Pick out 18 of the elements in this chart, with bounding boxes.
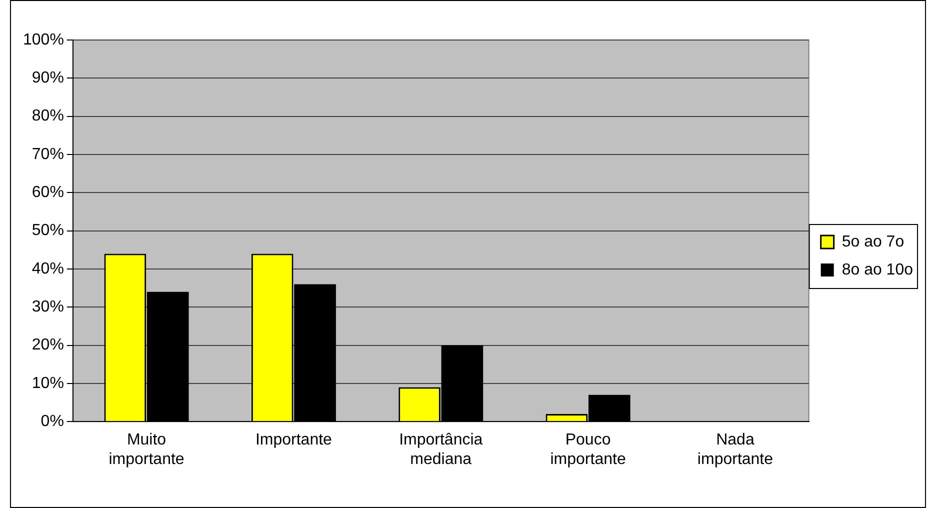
- y-tick-label: 90%: [32, 70, 64, 87]
- y-tick-label: 10%: [32, 374, 64, 392]
- y-tick-label: 30%: [32, 298, 64, 316]
- y-tick-label: 70%: [32, 146, 64, 163]
- legend-label: 8o ao 10o: [842, 261, 914, 278]
- y-tick-label: 50%: [32, 222, 64, 240]
- y-tick-label: 0%: [40, 413, 64, 430]
- x-tick-label: Nada importante: [697, 432, 774, 468]
- x-tick-label: Importante: [255, 432, 332, 449]
- legend-label: 5o ao 7o: [842, 233, 904, 250]
- y-tick-label: 60%: [32, 184, 64, 202]
- y-tick-label: 100%: [23, 31, 64, 48]
- x-tick-label: Importância mediana: [399, 432, 483, 468]
- y-tick-label: 40%: [32, 260, 64, 278]
- y-tick-label: 80%: [32, 108, 64, 125]
- x-tick-label: Pouco importante: [550, 432, 626, 468]
- x-tick-label: Muito importante: [108, 432, 184, 468]
- y-tick-label: 20%: [32, 336, 64, 354]
